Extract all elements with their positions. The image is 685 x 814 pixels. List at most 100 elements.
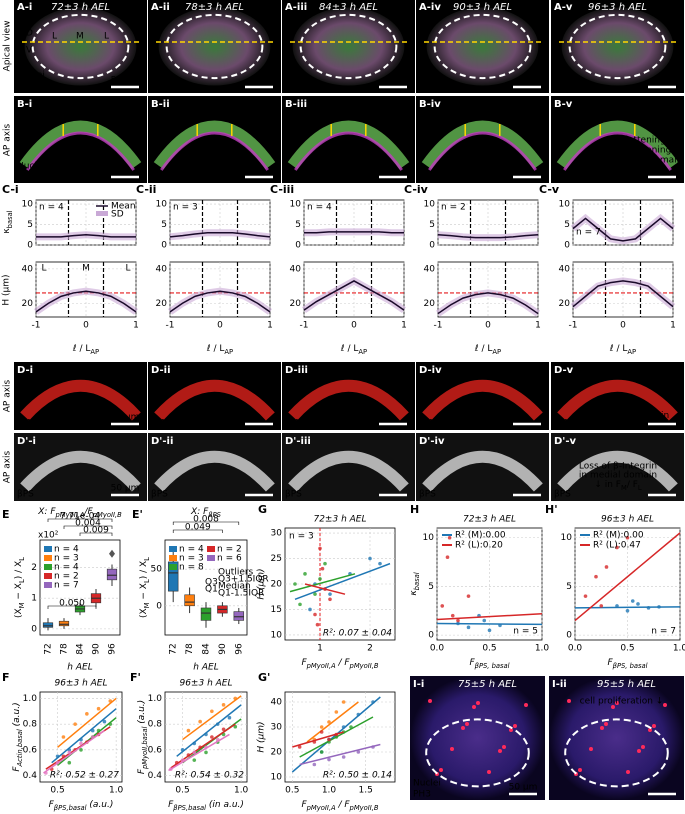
row-title: AP axis xyxy=(3,123,13,156)
legend-label: n = 2 xyxy=(217,545,242,555)
micrograph xyxy=(148,96,281,183)
legend-label: R² (M):0.00 xyxy=(455,531,506,541)
plot-title-part: pMyoII,B xyxy=(92,511,122,519)
x-tick-label: 1 xyxy=(401,321,407,331)
x-axis-label: FβPS, basal xyxy=(469,658,509,671)
legend-label: n = 7 xyxy=(54,581,79,591)
ph3-spot xyxy=(615,701,619,705)
y-tick-label: 40 xyxy=(290,264,302,274)
micrograph xyxy=(551,362,684,430)
data-point xyxy=(456,618,460,623)
tissue-arc xyxy=(154,379,275,421)
r2-label: R²: 0.52 ± 0.27 xyxy=(50,771,119,781)
ph3-spot xyxy=(487,770,491,774)
panel-label: I-ii xyxy=(552,679,567,690)
data-point xyxy=(312,762,317,767)
tissue xyxy=(561,7,674,86)
y-axis-label-part: ) / X xyxy=(14,561,24,579)
annotation: Loss of β-Integrin xyxy=(579,462,657,472)
data-point xyxy=(323,561,327,566)
tissue-arc xyxy=(421,120,544,170)
outline xyxy=(564,718,669,788)
plot-title-part: X: F xyxy=(37,507,56,517)
micrograph xyxy=(551,96,684,183)
panel-label: F xyxy=(2,671,10,684)
panel-label: B-v xyxy=(554,99,573,110)
stats-legend: Q3 xyxy=(205,578,218,588)
fit-line xyxy=(292,731,344,748)
r2-label: R²: 0.54 ± 0.32 xyxy=(175,771,244,781)
y-tick-label: 0.8 xyxy=(148,720,163,730)
panel-label: C-iv xyxy=(404,183,429,196)
box xyxy=(184,594,195,607)
x-axis-label-part: ℓ / L xyxy=(72,344,91,354)
x-tick-label: 96 xyxy=(108,643,118,655)
legend-label: n = 3 xyxy=(54,554,79,564)
annotation-part: ↑ in F xyxy=(591,401,618,411)
data-point xyxy=(186,728,191,733)
stain-label: Actin xyxy=(17,173,40,183)
tissue-arc xyxy=(20,450,141,492)
tissue-arc xyxy=(422,450,543,492)
box xyxy=(58,620,70,627)
y-tick-label: 1.0 xyxy=(148,694,163,704)
panel-n: n = 4 xyxy=(307,203,332,213)
x-tick-label: 0 xyxy=(485,321,491,331)
fit-line xyxy=(306,701,359,743)
scale-label: 50 µm xyxy=(111,76,140,86)
data-point xyxy=(328,597,332,602)
box xyxy=(106,568,118,581)
fit-line xyxy=(57,697,117,748)
y-tick-label: 0.4 xyxy=(23,771,38,781)
x-axis-label: ℓ / LAP xyxy=(609,344,636,357)
x-tick-label: 1 xyxy=(317,644,323,654)
annotation: ↓ in FM/ FL xyxy=(594,480,642,493)
y-axis-label-part: Actin,basal xyxy=(16,729,24,767)
panel-n: n = 2 xyxy=(441,203,466,213)
data-point xyxy=(327,737,331,742)
data-point xyxy=(328,592,332,596)
panel-label: D'-ii xyxy=(151,436,173,447)
y-axis-label-part: ) / X xyxy=(139,561,149,579)
y-tick-label: 5 xyxy=(564,220,570,230)
y-tick-label: 0.6 xyxy=(148,745,163,755)
y-tick-label: 0 xyxy=(161,241,167,251)
ph3-spot xyxy=(502,745,506,749)
x-axis-label-part: pMyoII,B xyxy=(349,662,379,670)
ph3-spot xyxy=(611,705,615,709)
x-tick-label: 72 xyxy=(44,643,54,654)
outlier xyxy=(109,549,115,558)
x-axis-label: ℓ / LAP xyxy=(206,344,233,357)
data-point xyxy=(319,725,324,729)
region-label: L xyxy=(41,264,46,274)
legend-swatch xyxy=(44,573,52,579)
ph3-spot xyxy=(472,705,476,709)
plot-title: 96±3 h AEL xyxy=(179,679,232,689)
ph3-spot xyxy=(604,722,608,726)
tissue-arc xyxy=(557,450,678,492)
panel-label: D'-iv xyxy=(419,436,445,447)
region-label: L xyxy=(52,32,57,42)
x-tick-label: -1 xyxy=(300,321,309,331)
box xyxy=(200,607,212,621)
data-point xyxy=(368,556,372,561)
panel-time: 75±5 h AEL xyxy=(458,679,517,690)
y-tick-label: 20 xyxy=(271,580,283,590)
y-tick-label: 5 xyxy=(295,220,301,230)
p-value: 0.050 xyxy=(59,599,85,609)
y-axis-label-part: (a.u.) xyxy=(12,702,22,729)
x-tick-label: 1.0 xyxy=(322,786,337,796)
x-axis-label-part: ℓ / L xyxy=(206,344,225,354)
ph3-spot xyxy=(476,701,480,705)
x-axis-label-part: ℓ / L xyxy=(340,344,359,354)
y-axis-label-part: L xyxy=(143,557,151,561)
x-axis-label-part: βPS, basal xyxy=(613,662,648,670)
legend-swatch xyxy=(44,582,52,588)
x-tick-label: 90 xyxy=(218,643,228,655)
x-tick-label: 1.0 xyxy=(535,644,550,654)
y-tick-label: 5 xyxy=(429,220,435,230)
r2-label: R²: 0.07 ± 0.04 xyxy=(323,629,392,639)
y-tick-label: 20 xyxy=(559,299,571,309)
x-axis-label-part: AP xyxy=(224,348,233,356)
y-axis-label-part: M xyxy=(18,602,26,608)
